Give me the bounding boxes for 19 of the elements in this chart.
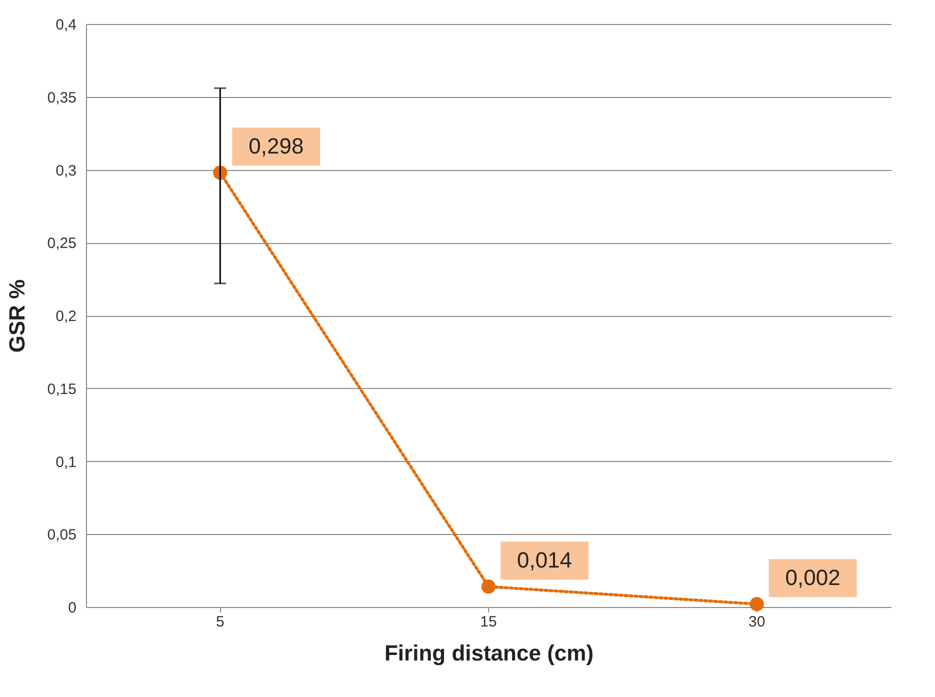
- x-tick-label: 30: [748, 614, 766, 630]
- y-tick-label: 0: [68, 600, 76, 616]
- data-label: 0,002: [785, 565, 840, 590]
- point: [750, 597, 764, 612]
- y-axis-title: GSR %: [4, 279, 30, 353]
- y-tick-label: 0,3: [56, 162, 76, 180]
- y-tick-label: 0,2: [56, 308, 76, 325]
- data-label: 0,298: [248, 134, 304, 159]
- y-tick-label: 0,25: [47, 235, 76, 252]
- y-tick-label: 0,15: [47, 380, 76, 398]
- y-tick-label: 0,1: [56, 454, 76, 471]
- point: [481, 580, 496, 594]
- x-tick-label: 15: [480, 614, 497, 630]
- x-tick-label: 5: [216, 614, 224, 630]
- y-tick-label: 0,35: [47, 89, 76, 106]
- y-tick-label: 0,4: [56, 16, 76, 34]
- data-label: 0,014: [516, 548, 572, 573]
- y-tick-label: 0,05: [47, 526, 76, 544]
- x-axis-title: Firing distance (cm): [384, 640, 594, 666]
